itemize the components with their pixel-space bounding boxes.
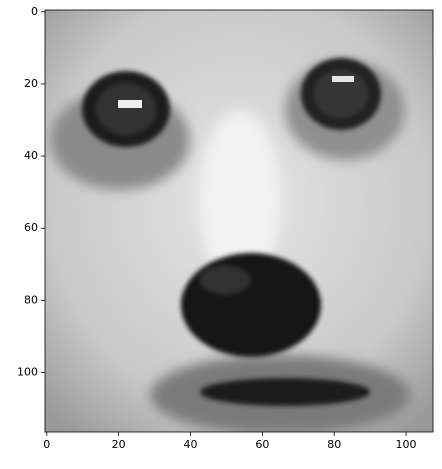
- y-tick-label: 20: [24, 77, 38, 90]
- axes-frame: [44, 9, 434, 433]
- x-tick-label: 100: [396, 438, 417, 451]
- y-tick-label: 80: [24, 293, 38, 306]
- y-tick-label: 100: [17, 365, 38, 378]
- y-tick-label: 60: [24, 221, 38, 234]
- x-tick-label: 20: [112, 438, 126, 451]
- x-tick-label: 80: [327, 438, 341, 451]
- image: [45, 10, 433, 432]
- x-tick-label: 0: [43, 438, 50, 451]
- y-tick-label: 40: [24, 149, 38, 162]
- x-tick-label: 60: [255, 438, 269, 451]
- x-tick-label: 40: [184, 438, 198, 451]
- y-tick-label: 0: [31, 5, 38, 18]
